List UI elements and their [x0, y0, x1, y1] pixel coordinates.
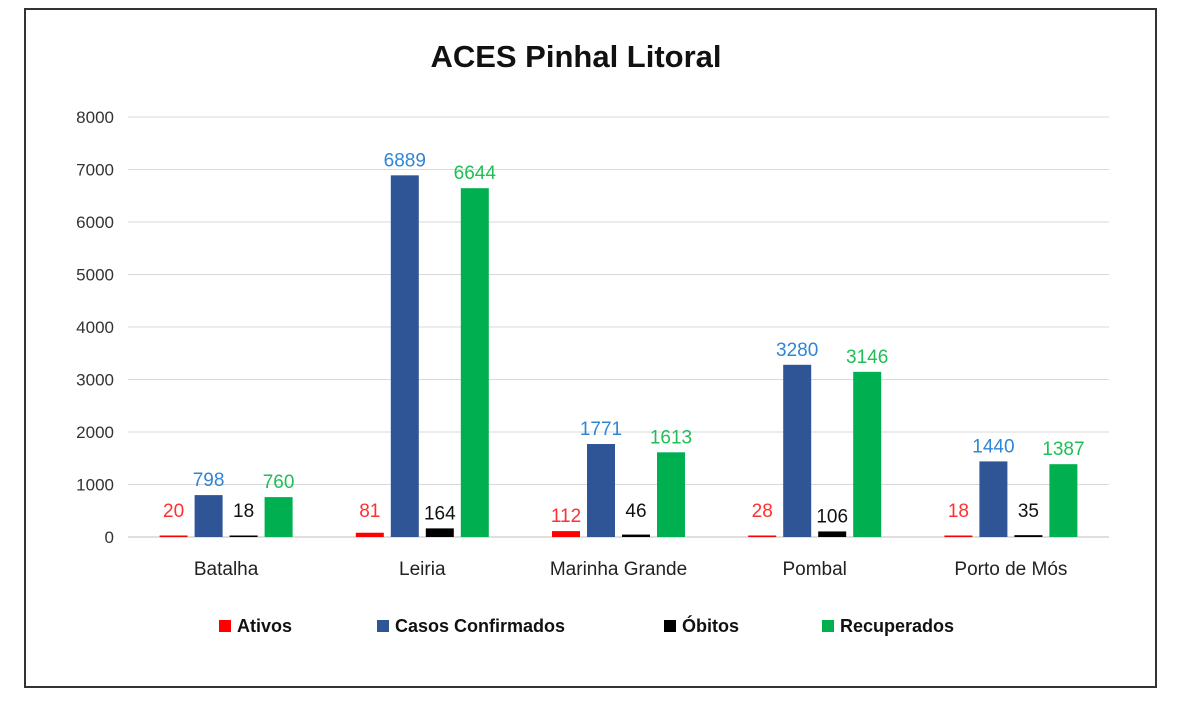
data-label: 1613: [650, 427, 692, 448]
y-tick-label: 3000: [76, 371, 114, 390]
data-label: 18: [948, 501, 969, 522]
chart-frame: ACES Pinhal Litoral 0 1000 2000 3000 4000 500…: [24, 8, 1157, 688]
bar-ativos: [748, 535, 777, 537]
bar-casos-confirmados: [979, 461, 1008, 537]
legend-entry: Casos Confirmados: [395, 616, 565, 636]
x-axis: Batalha Leiria Marinha Grande Pombal Porto d…: [194, 559, 1068, 580]
x-tick-label: Batalha: [194, 559, 259, 580]
bar-ativos: [944, 535, 973, 537]
data-label: 18: [233, 501, 254, 522]
data-label: 1440: [972, 436, 1014, 457]
y-tick-label: 4000: [76, 318, 114, 337]
bar-óbitos: [425, 528, 454, 537]
y-tick-label: 6000: [76, 213, 114, 232]
x-tick-label: Marinha Grande: [550, 559, 687, 580]
x-tick-label: Leiria: [399, 559, 446, 580]
legend-entry: Ativos: [237, 616, 292, 636]
data-label: 6889: [384, 150, 426, 171]
bar-recuperados: [1049, 464, 1078, 537]
chart-title: ACES Pinhal Litoral: [430, 39, 721, 74]
chart: ACES Pinhal Litoral 0 1000 2000 3000 4000 500…: [76, 39, 1109, 636]
bar-recuperados: [853, 371, 882, 537]
bar-óbitos: [1014, 535, 1043, 537]
data-label: 164: [424, 503, 456, 524]
bar-ativos: [552, 531, 580, 537]
legend-swatch: [822, 620, 834, 632]
bar-casos-confirmados: [194, 495, 223, 537]
bar-óbitos: [622, 534, 650, 537]
legend-entry: Recuperados: [840, 616, 954, 636]
y-tick-label: 7000: [76, 161, 114, 180]
gridlines: [128, 116, 1109, 538]
legend: Ativos Casos Confirmados Óbitos Recuperados: [219, 615, 954, 636]
data-labels: 20 798 18 760 81 6889 164 6644 112 1771 46 1613 28 32…: [163, 150, 1085, 527]
bar-casos-confirmados: [587, 444, 615, 537]
data-label: 20: [163, 501, 184, 522]
legend-swatch: [664, 620, 676, 632]
legend-swatch: [377, 620, 389, 632]
data-label: 3280: [776, 340, 818, 361]
bar-recuperados: [657, 452, 685, 537]
bars: [159, 175, 1078, 537]
data-label: 28: [752, 501, 773, 522]
bar-ativos: [355, 532, 384, 537]
bar-óbitos: [818, 531, 847, 537]
y-tick-label: 8000: [76, 108, 114, 127]
data-label: 6644: [454, 163, 497, 184]
bar-recuperados: [460, 188, 489, 537]
data-label: 1387: [1042, 439, 1084, 460]
y-tick-label: 1000: [76, 476, 114, 495]
bar-casos-confirmados: [390, 175, 419, 537]
data-label: 46: [625, 501, 646, 522]
y-tick-label: 5000: [76, 266, 114, 285]
x-tick-label: Pombal: [782, 559, 846, 580]
bar-recuperados: [264, 497, 293, 537]
bar-ativos: [159, 535, 188, 537]
data-label: 1771: [580, 419, 622, 440]
data-label: 3146: [846, 347, 888, 368]
legend-swatch: [219, 620, 231, 632]
data-label: 106: [816, 506, 848, 527]
legend-entry: Óbitos: [682, 615, 739, 636]
y-tick-label: 0: [105, 528, 114, 547]
data-label: 35: [1018, 501, 1039, 522]
bar-óbitos: [229, 535, 258, 537]
data-label: 760: [263, 472, 295, 493]
data-label: 112: [551, 506, 581, 527]
data-label: 81: [359, 501, 380, 522]
x-tick-label: Porto de Mós: [954, 559, 1067, 580]
y-tick-label: 2000: [76, 423, 114, 442]
data-label: 798: [193, 470, 225, 491]
y-axis: 0 1000 2000 3000 4000 5000 6000 7000 8000: [76, 108, 114, 547]
bar-casos-confirmados: [783, 364, 812, 537]
